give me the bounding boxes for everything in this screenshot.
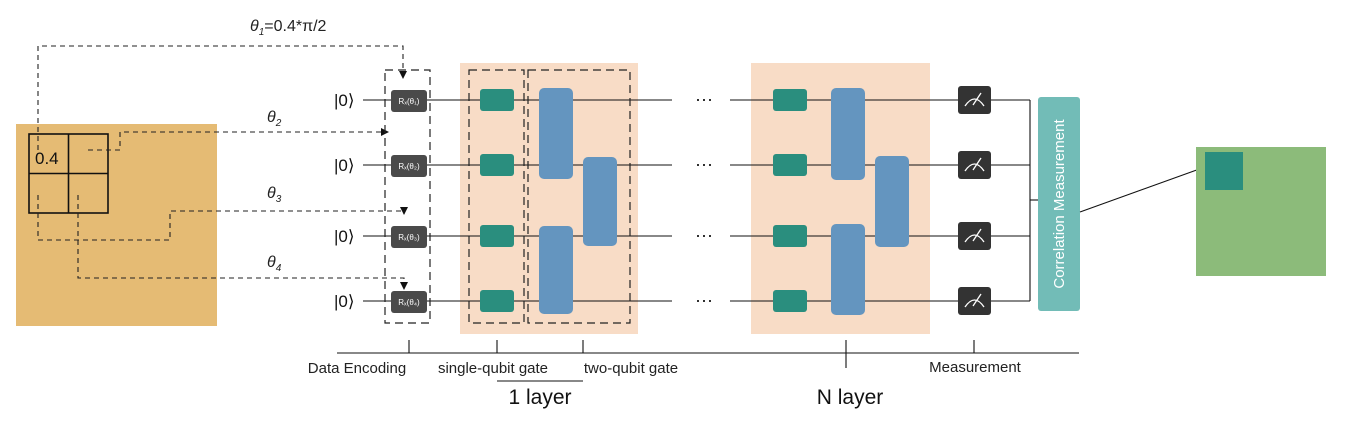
angle-labels: θ1=0.4*π/2 θ2 θ3 θ4 xyxy=(250,18,327,274)
correlation-measurement-box: Correlation Measurement xyxy=(1038,97,1080,311)
single-qubit-gate-label: single-qubit gate xyxy=(438,360,548,377)
theta-3-label: θ3 xyxy=(267,185,282,205)
rx-gate-1: Rₓ(θ₁) xyxy=(391,90,427,112)
pixel-value-label: 0.4 xyxy=(35,149,59,168)
two-qubit-gate xyxy=(539,226,573,314)
output-arrow xyxy=(1079,165,1206,213)
correlation-bracket xyxy=(1029,100,1038,301)
measurement-meters xyxy=(958,86,991,315)
svg-text:Rₓ(θ₂): Rₓ(θ₂) xyxy=(398,162,420,171)
qubit-ket-1: |0⟩ xyxy=(334,91,355,110)
qubit-ket-3: |0⟩ xyxy=(334,227,355,246)
encoding-paths xyxy=(37,45,408,290)
theta-2-label: θ2 xyxy=(267,109,282,129)
theta-4-label: θ4 xyxy=(267,254,282,274)
ellipsis: ⋯ xyxy=(695,90,714,110)
input-image: 0.4 xyxy=(16,124,217,326)
svg-text:Rₓ(θ₃): Rₓ(θ₃) xyxy=(398,233,420,242)
rx-gate-2: Rₓ(θ₂) xyxy=(391,155,427,177)
svg-text:Rₓ(θ₁): Rₓ(θ₁) xyxy=(399,97,420,106)
ellipsis: ⋯ xyxy=(695,155,714,175)
two-qubit-gate xyxy=(875,156,909,247)
single-qubit-gate xyxy=(480,225,514,247)
meter-icon xyxy=(958,222,991,250)
single-qubit-gate xyxy=(773,290,807,312)
measurement-label: Measurement xyxy=(929,359,1022,376)
n-layer-label: N layer xyxy=(817,386,884,409)
dashed-group-boxes xyxy=(384,69,631,324)
two-qubit-gate xyxy=(583,157,617,246)
two-qubit-gate xyxy=(831,224,865,315)
ellipsis: ⋯ xyxy=(695,226,714,246)
two-qubit-gate xyxy=(831,88,865,180)
input-pixel-grid xyxy=(28,133,109,214)
single-qubit-gate xyxy=(480,290,514,312)
two-qubit-box xyxy=(527,69,631,324)
stage-timeline xyxy=(337,340,1079,382)
meter-icon xyxy=(958,86,991,114)
two-qubit-gate-label: two-qubit gate xyxy=(584,360,678,377)
layer-n-gates xyxy=(773,88,909,315)
two-qubit-gate xyxy=(539,88,573,179)
qubit-kets: |0⟩ |0⟩ |0⟩ |0⟩ xyxy=(334,91,355,311)
single-qubit-gate xyxy=(773,89,807,111)
correlation-label: Correlation Measurement xyxy=(1051,119,1068,289)
data-encoding-label: Data Encoding xyxy=(308,360,406,377)
ellipsis-column: ⋯ ⋯ ⋯ ⋯ xyxy=(695,90,714,311)
qubit-ket-4: |0⟩ xyxy=(334,292,355,311)
qubit-ket-2: |0⟩ xyxy=(334,156,355,175)
one-layer-label: 1 layer xyxy=(508,386,571,409)
encoding-box xyxy=(384,69,431,324)
rx-gates: Rₓ(θ₁) Rₓ(θ₂) Rₓ(θ₃) Rₓ(θ₄) xyxy=(391,90,427,313)
output-pixel xyxy=(1205,152,1243,190)
meter-icon xyxy=(958,287,991,315)
svg-text:Rₓ(θ₄): Rₓ(θ₄) xyxy=(398,298,420,307)
single-qubit-gate xyxy=(773,154,807,176)
stage-labels: Data Encoding single-qubit gate two-qubi… xyxy=(308,359,1022,409)
single-qubit-gate xyxy=(773,225,807,247)
rx-gate-4: Rₓ(θ₄) xyxy=(391,291,427,313)
single-qubit-gate xyxy=(480,154,514,176)
output-image xyxy=(1196,147,1326,276)
layer-1-gates xyxy=(480,88,617,314)
single-qubit-box xyxy=(468,69,525,324)
theta-1-label: θ1=0.4*π/2 xyxy=(250,18,327,38)
single-qubit-gate xyxy=(480,89,514,111)
rx-gate-3: Rₓ(θ₃) xyxy=(391,226,427,248)
meter-icon xyxy=(958,151,991,179)
ellipsis: ⋯ xyxy=(695,291,714,311)
